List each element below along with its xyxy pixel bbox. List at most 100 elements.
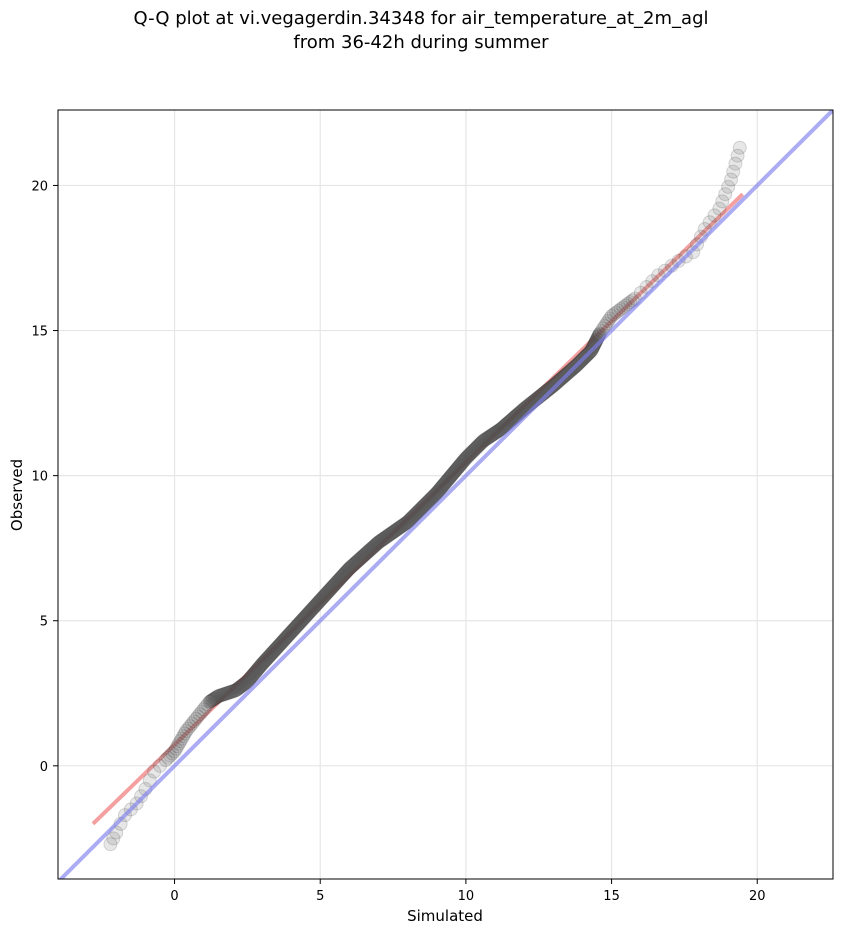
data-point [214, 688, 229, 703]
data-point [270, 640, 285, 655]
data-point [295, 612, 310, 627]
data-point [420, 495, 435, 510]
data-point [316, 589, 331, 604]
data-point [503, 413, 518, 428]
data-point [596, 321, 611, 336]
data-point [336, 567, 351, 582]
data-point [594, 323, 609, 338]
data-point [317, 589, 332, 604]
data-point [434, 480, 449, 495]
data-point [493, 422, 508, 437]
data-point [280, 629, 295, 644]
data-point [313, 592, 328, 607]
data-point [424, 491, 439, 506]
data-point [329, 575, 344, 590]
data-point [506, 411, 521, 426]
data-point [247, 666, 262, 681]
data-point [508, 409, 523, 424]
data-point [477, 432, 492, 447]
data-point [378, 530, 393, 545]
data-point [258, 653, 273, 668]
data-point [254, 657, 269, 672]
data-point [436, 477, 451, 492]
y-tick-label: 20 [31, 179, 48, 194]
data-point [103, 837, 118, 852]
data-point [728, 156, 743, 171]
data-point [474, 435, 489, 450]
data-point [142, 773, 157, 788]
data-point [309, 597, 324, 612]
data-point [233, 679, 248, 694]
data-point [477, 433, 492, 448]
data-point [279, 630, 294, 645]
data-point [286, 622, 301, 637]
data-point [604, 309, 619, 324]
data-point [686, 245, 701, 260]
data-point [671, 253, 686, 268]
data-point [448, 463, 463, 478]
data-point [398, 516, 413, 531]
data-point [261, 650, 276, 665]
data-point [470, 439, 485, 454]
data-point [356, 548, 371, 563]
data-point [395, 518, 410, 533]
data-point [459, 450, 474, 465]
data-point [368, 537, 383, 552]
data-point [239, 675, 254, 690]
data-point [283, 626, 298, 641]
data-point [414, 501, 429, 516]
data-point [613, 302, 628, 317]
data-point [273, 637, 288, 652]
data-point [221, 685, 236, 700]
data-point [354, 550, 369, 565]
data-point [285, 623, 300, 638]
data-point [306, 600, 321, 615]
data-point [347, 556, 362, 571]
data-point [326, 578, 341, 593]
data-point [504, 413, 519, 428]
data-point [300, 606, 315, 621]
data-point [466, 443, 481, 458]
data-point [227, 683, 242, 698]
data-point [472, 437, 487, 452]
data-point [442, 471, 457, 486]
data-point [380, 528, 395, 543]
data-point [497, 419, 512, 434]
data-point [438, 475, 453, 490]
data-point [246, 667, 261, 682]
data-point [732, 140, 747, 155]
data-point [253, 658, 268, 673]
data-point [278, 631, 293, 646]
data-point [433, 481, 448, 496]
data-point [243, 670, 258, 685]
data-point [262, 649, 277, 664]
data-point [381, 528, 396, 543]
data-point [249, 664, 264, 679]
data-point [474, 435, 489, 450]
data-point [294, 613, 309, 628]
data-point [325, 579, 340, 594]
data-point [234, 679, 249, 694]
data-point [247, 665, 262, 680]
data-point [238, 675, 253, 690]
data-point [616, 300, 631, 315]
data-point [406, 508, 421, 523]
data-point [370, 536, 385, 551]
data-point [181, 721, 196, 736]
data-point [715, 194, 730, 209]
data-point [226, 684, 241, 699]
data-point [406, 509, 421, 524]
data-point [276, 633, 291, 648]
data-point [173, 734, 188, 749]
data-point [439, 474, 454, 489]
data-point [353, 551, 368, 566]
data-point [255, 656, 270, 671]
data-point [481, 430, 496, 445]
data-point [364, 541, 379, 556]
data-point [510, 407, 525, 422]
identity-line [58, 110, 833, 879]
data-point [506, 410, 521, 425]
data-point [259, 652, 274, 667]
data-point [376, 532, 391, 547]
